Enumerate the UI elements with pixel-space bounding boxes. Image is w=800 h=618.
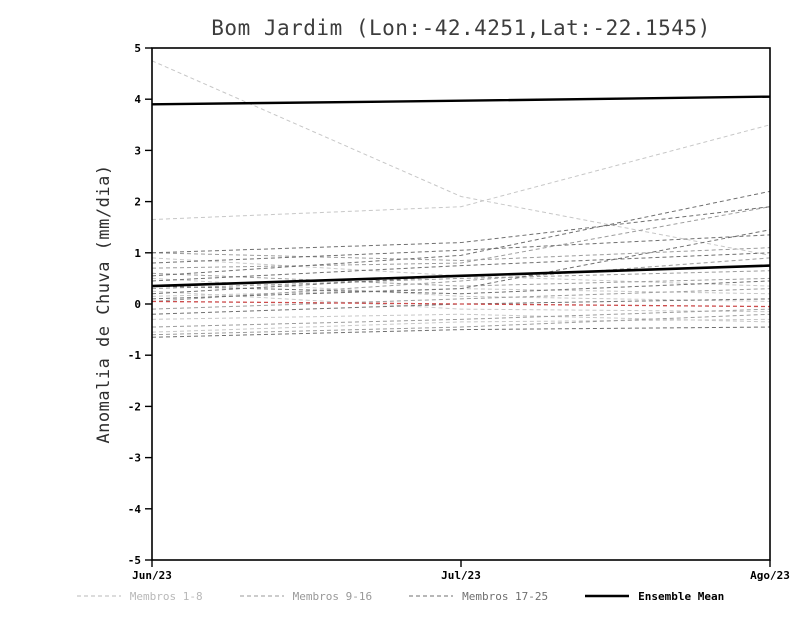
legend-swatch: [239, 595, 284, 597]
member-line: [151, 277, 771, 302]
y-tick-label: -2: [128, 400, 141, 413]
y-tick-label: 4: [134, 93, 141, 106]
member-line: [151, 60, 771, 256]
y-tick-label: 1: [134, 247, 141, 260]
member-line: [151, 229, 771, 300]
member-line: [151, 247, 771, 261]
member-line: [151, 234, 771, 264]
y-tick-label: -4: [128, 503, 142, 516]
upper-black-line: [151, 95, 771, 106]
y-tick-label: 2: [134, 196, 141, 209]
ensemble-mean-line: [151, 264, 771, 288]
member-line: [151, 270, 771, 290]
x-tick-label: Jun/23: [132, 569, 172, 582]
member-line: [151, 313, 771, 336]
legend-swatch: [585, 594, 630, 598]
legend-item: Membros 1-8: [76, 590, 203, 603]
member-line: [151, 308, 771, 328]
x-tick-label: Jul/23: [441, 569, 481, 582]
legend-item: Membros 17-25: [408, 590, 548, 603]
legend-item: Ensemble Mean: [584, 590, 724, 603]
member-line: [151, 313, 771, 323]
legend-swatch: [76, 595, 121, 597]
member-line: [151, 272, 771, 287]
member-line: [151, 326, 771, 338]
legend-swatch: [409, 595, 454, 597]
legend-label: Membros 17-25: [462, 589, 549, 603]
y-tick-label: -3: [128, 452, 141, 465]
y-tick-label: -5: [128, 554, 141, 567]
y-tick-label: -1: [128, 349, 142, 362]
legend: Membros 1-8 Membros 9-16 Membros 17-25 Ense…: [0, 584, 800, 608]
member-line: [151, 206, 771, 254]
legend-label: Membros 9-16: [292, 589, 373, 603]
chart-title: Bom Jardim (Lon:-42.4251,Lat:-22.1545): [211, 16, 711, 40]
member-line: [151, 257, 771, 302]
member-line: [151, 290, 771, 313]
y-tick-label: 5: [134, 42, 141, 55]
legend-label: Ensemble Mean: [638, 589, 725, 603]
y-axis-label: Anomalia de Chuva (mm/dia): [94, 164, 114, 444]
red-reference-line: [151, 300, 771, 308]
member-line: [151, 280, 771, 295]
y-tick-label: 0: [134, 298, 141, 311]
legend-item: Membros 9-16: [239, 590, 372, 603]
member-line: [151, 190, 771, 277]
member-line: [151, 252, 771, 282]
member-line: [151, 124, 771, 221]
member-line: [151, 288, 771, 310]
legend-label: Membros 1-8: [129, 589, 203, 603]
member-line: [151, 206, 771, 269]
member-line: [151, 318, 771, 333]
x-tick-label: Ago/23: [750, 569, 790, 582]
y-tick-label: 3: [134, 144, 141, 157]
